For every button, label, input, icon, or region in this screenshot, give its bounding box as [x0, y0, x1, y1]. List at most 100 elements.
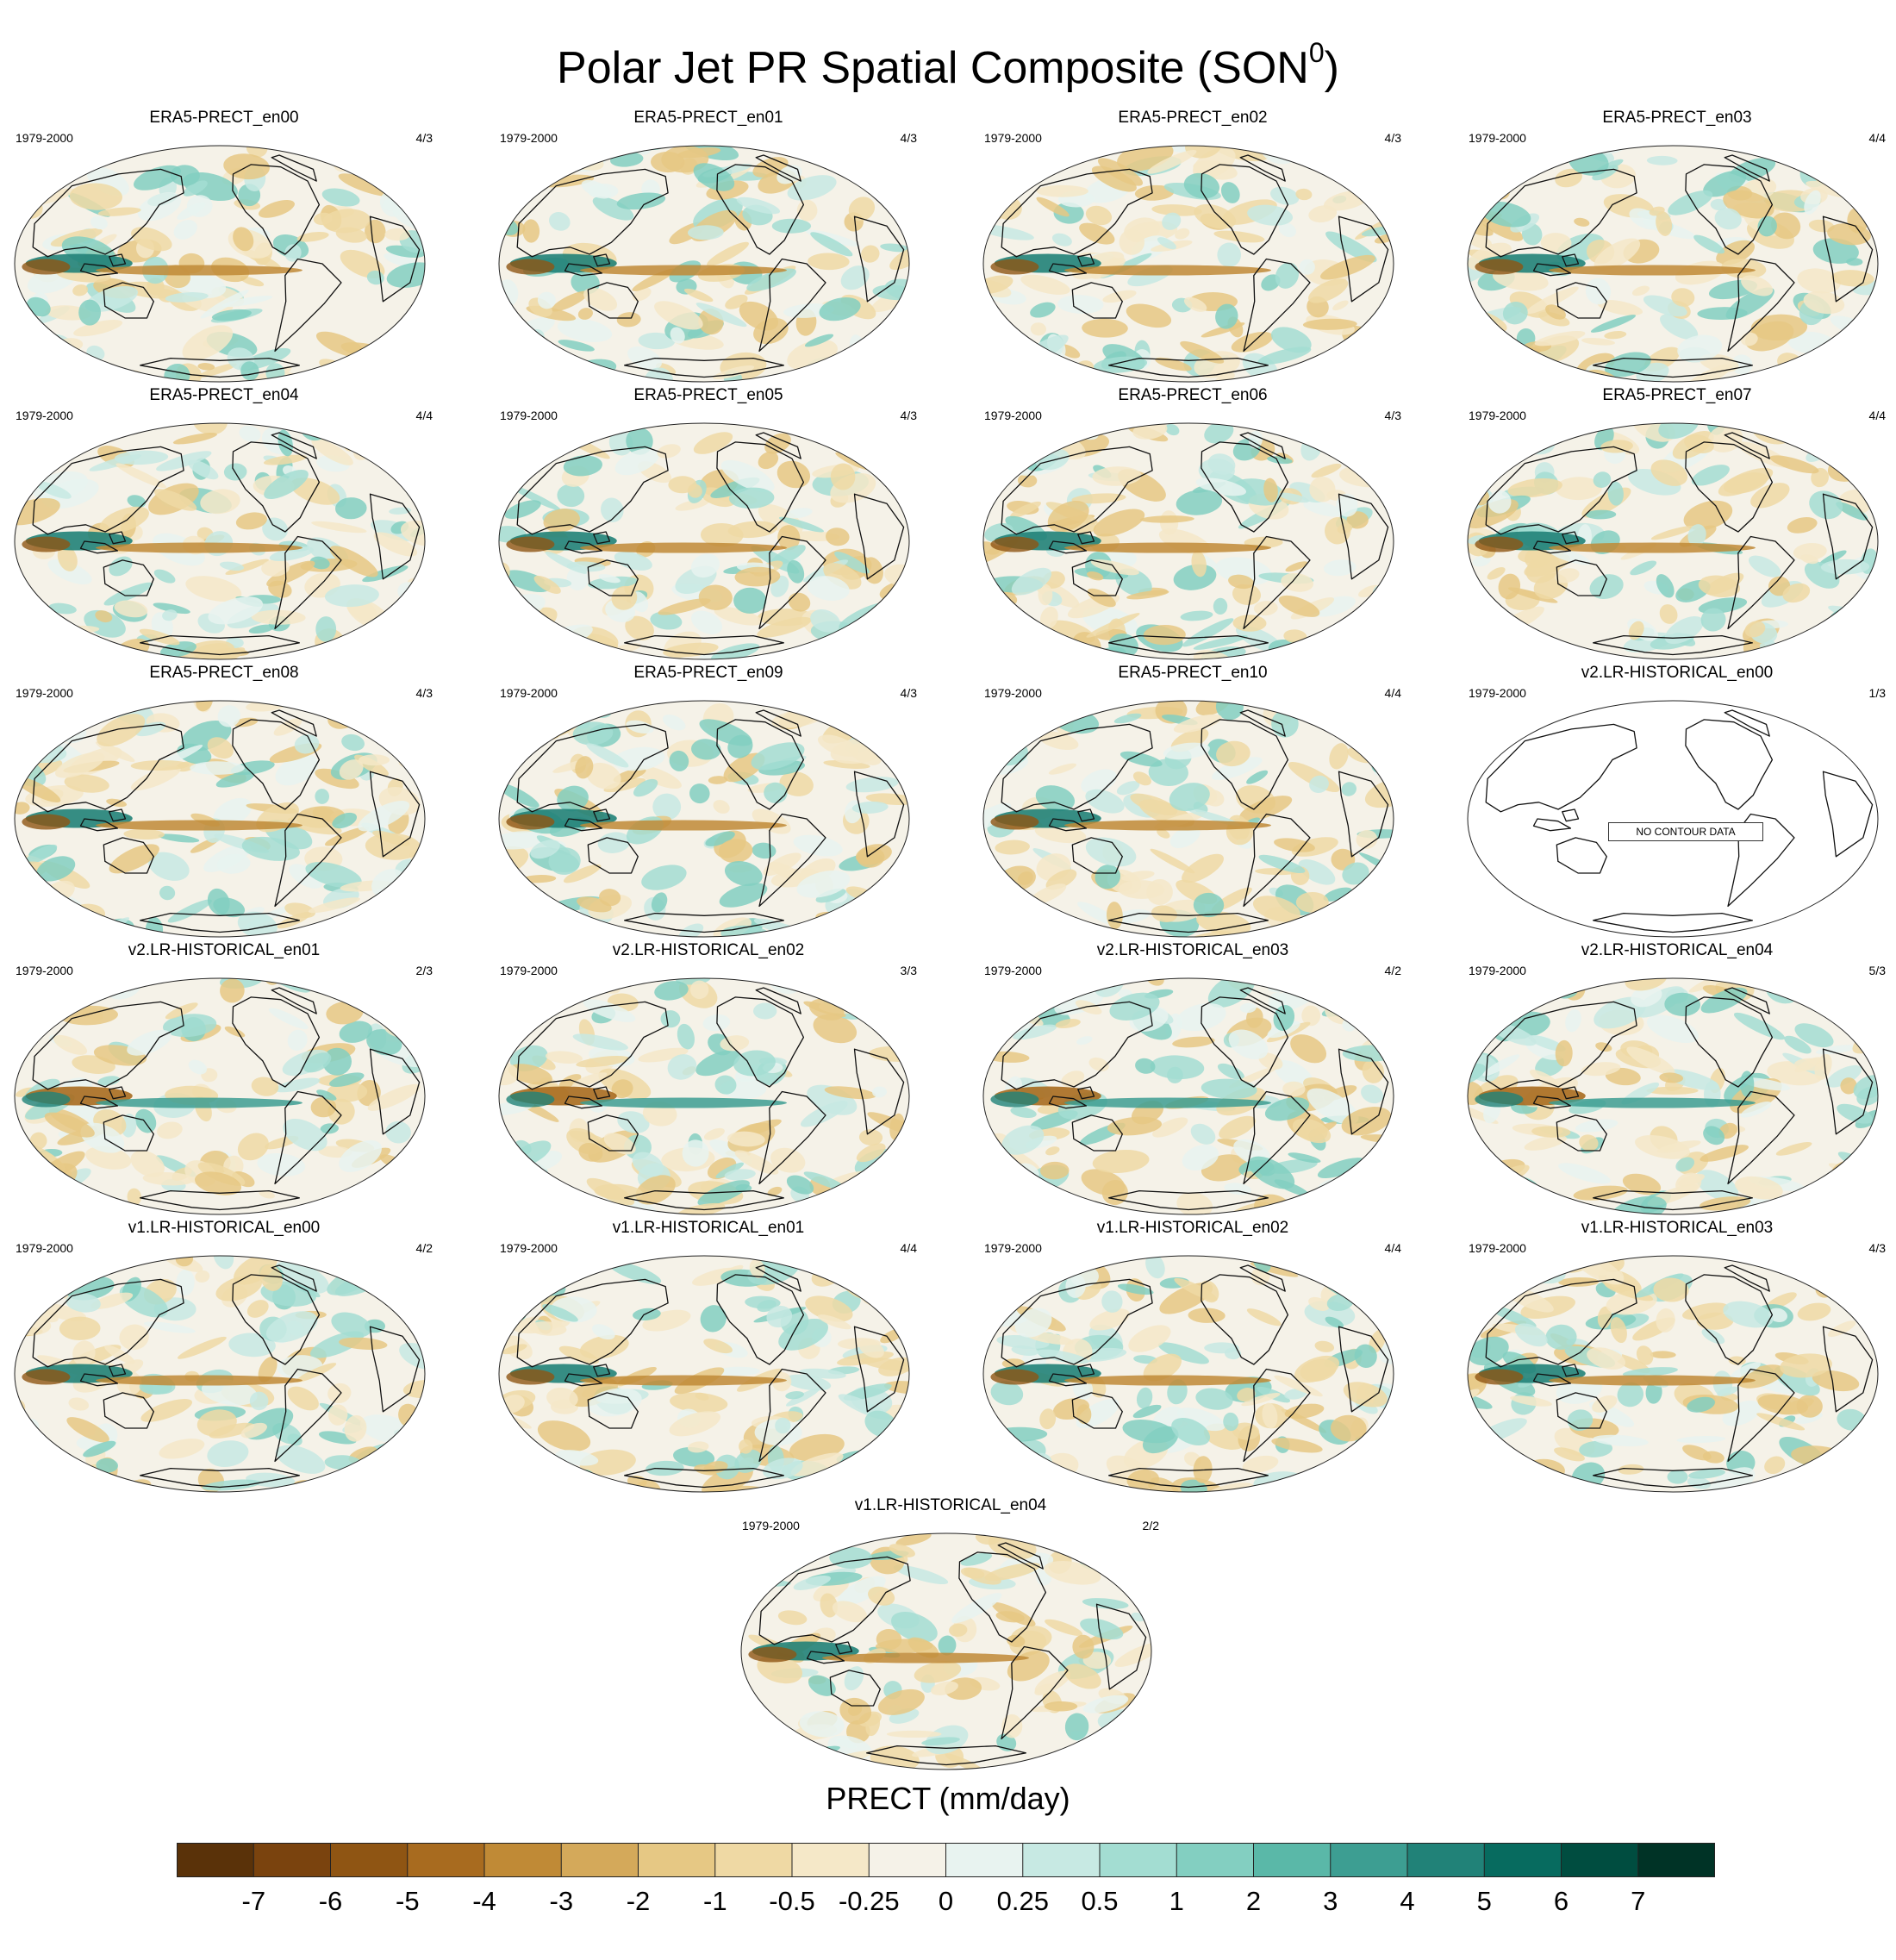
precip-anomaly-blob [1085, 789, 1125, 814]
precip-anomaly-blob [1656, 574, 1675, 598]
equatorial-band [1064, 1097, 1271, 1108]
map-panel: ERA5-PRECT_en09 1979-2000 4/3 [484, 663, 932, 939]
precip-anomaly-blob [638, 1047, 689, 1063]
precip-anomaly-blob [324, 827, 370, 846]
coastline [1685, 164, 1774, 255]
map-panel: ERA5-PRECT_en06 1979-2000 4/3 [969, 385, 1417, 661]
precip-anomaly-blob [381, 715, 422, 733]
precip-anomaly-blob [119, 1324, 149, 1351]
precip-anomaly-blob [1046, 1195, 1068, 1213]
precip-anomaly-blob [327, 1082, 368, 1102]
panel-period-label: 1979-2000 [1469, 1241, 1526, 1255]
precip-anomaly-blob [65, 1293, 101, 1313]
precip-anomaly-blob [1528, 1035, 1566, 1052]
precip-anomaly-blob [197, 363, 237, 378]
precip-anomaly-blob [15, 708, 47, 723]
coastline [716, 996, 805, 1088]
precip-anomaly-blob [799, 1368, 846, 1379]
precip-anomaly-blob [741, 1547, 764, 1563]
coastline [369, 215, 421, 303]
colorbar-swatch [484, 1843, 562, 1877]
precip-anomaly-blob [638, 332, 676, 350]
precip-anomaly-blob [371, 713, 398, 730]
precip-anomaly-blob [409, 978, 425, 989]
panel-period-label: 1979-2000 [500, 409, 558, 422]
precip-anomaly-blob [592, 197, 634, 221]
coastline [593, 531, 611, 545]
precip-anomaly-blob [339, 759, 364, 780]
precip-anomaly-blob [289, 864, 323, 889]
precip-anomaly-blob [327, 1383, 352, 1403]
precip-anomaly-blob [1180, 340, 1225, 364]
precip-anomaly-blob [246, 1300, 269, 1318]
precip-anomaly-blob [1088, 1057, 1109, 1071]
precip-anomaly-blob [1085, 837, 1137, 867]
map-svg [1467, 700, 1879, 938]
precip-anomaly-blob [1507, 434, 1536, 453]
precip-anomaly-blob [1554, 1447, 1585, 1462]
precip-anomaly-blob [510, 358, 533, 375]
precip-anomaly-blob [158, 833, 200, 843]
precip-anomaly-blob [159, 885, 176, 901]
coastline [1556, 282, 1607, 319]
precip-anomaly-blob [599, 889, 621, 907]
coastline [140, 1467, 300, 1489]
precip-anomaly-blob [389, 507, 412, 515]
coastline [1201, 1274, 1289, 1365]
precip-anomaly-blob [591, 1324, 615, 1340]
precip-field [1468, 701, 1878, 937]
coastline [79, 540, 119, 554]
colorbar-tick-label: 0.5 [1081, 1886, 1119, 1916]
precip-anomaly-blob [1348, 1002, 1369, 1014]
panel-title: v2.LR-HISTORICAL_en01 [128, 941, 321, 959]
precip-anomaly-blob [1594, 238, 1641, 271]
precip-anomaly-blob [1555, 1039, 1573, 1067]
precip-anomaly-blob [322, 922, 341, 937]
precip-anomaly-blob [1468, 1064, 1486, 1087]
precip-anomaly-blob [662, 715, 686, 731]
precip-anomaly-blob [332, 812, 358, 829]
coastline [1485, 1001, 1637, 1090]
precip-anomaly-blob [287, 1029, 308, 1052]
precip-anomaly-blob [310, 1096, 337, 1118]
precip-anomaly-blob [1353, 146, 1388, 162]
precip-anomaly-blob [322, 209, 371, 234]
panel-ratio-label: 4/3 [1384, 409, 1401, 422]
precip-anomaly-blob [852, 701, 896, 725]
coastline [1108, 1189, 1269, 1211]
precip-anomaly-blob [1356, 423, 1388, 448]
precip-anomaly-blob [735, 1183, 752, 1192]
precip-anomaly-blob [1109, 992, 1160, 1021]
colorbar-swatch [1022, 1843, 1101, 1877]
precip-anomaly-blob [97, 1076, 121, 1086]
precip-anomaly-blob [741, 1751, 751, 1768]
coastline [853, 1048, 905, 1135]
coastline [1108, 912, 1269, 933]
coastline [587, 1114, 639, 1152]
precip-anomaly-blob [989, 1170, 1019, 1180]
panel-period-label: 1979-2000 [984, 964, 1042, 977]
precip-anomaly-blob [700, 1305, 727, 1333]
coastline [140, 1189, 300, 1211]
precip-anomaly-blob [1511, 443, 1529, 454]
precip-anomaly-blob [518, 1183, 546, 1203]
precip-anomaly-blob [1263, 478, 1278, 502]
precip-anomaly-blob [1622, 1173, 1662, 1195]
precip-anomaly-blob [1697, 307, 1748, 321]
precip-anomaly-blob [183, 180, 208, 197]
precip-anomaly-blob [407, 595, 423, 610]
precip-anomaly-blob [365, 701, 396, 715]
precip-anomaly-blob [1246, 770, 1269, 784]
precip-anomaly-blob [824, 641, 842, 659]
precip-anomaly-blob [866, 162, 907, 173]
precip-anomaly-blob [36, 856, 76, 882]
precip-anomaly-blob [1299, 259, 1315, 275]
precip-anomaly-blob [729, 487, 775, 509]
precip-anomaly-blob [114, 450, 169, 465]
precip-anomaly-blob [499, 603, 511, 626]
precip-anomaly-blob [1303, 501, 1343, 517]
precip-anomaly-blob [1862, 158, 1876, 171]
coastline [1239, 154, 1286, 182]
precip-anomaly-blob [741, 1726, 771, 1751]
precip-anomaly-blob [148, 852, 190, 881]
